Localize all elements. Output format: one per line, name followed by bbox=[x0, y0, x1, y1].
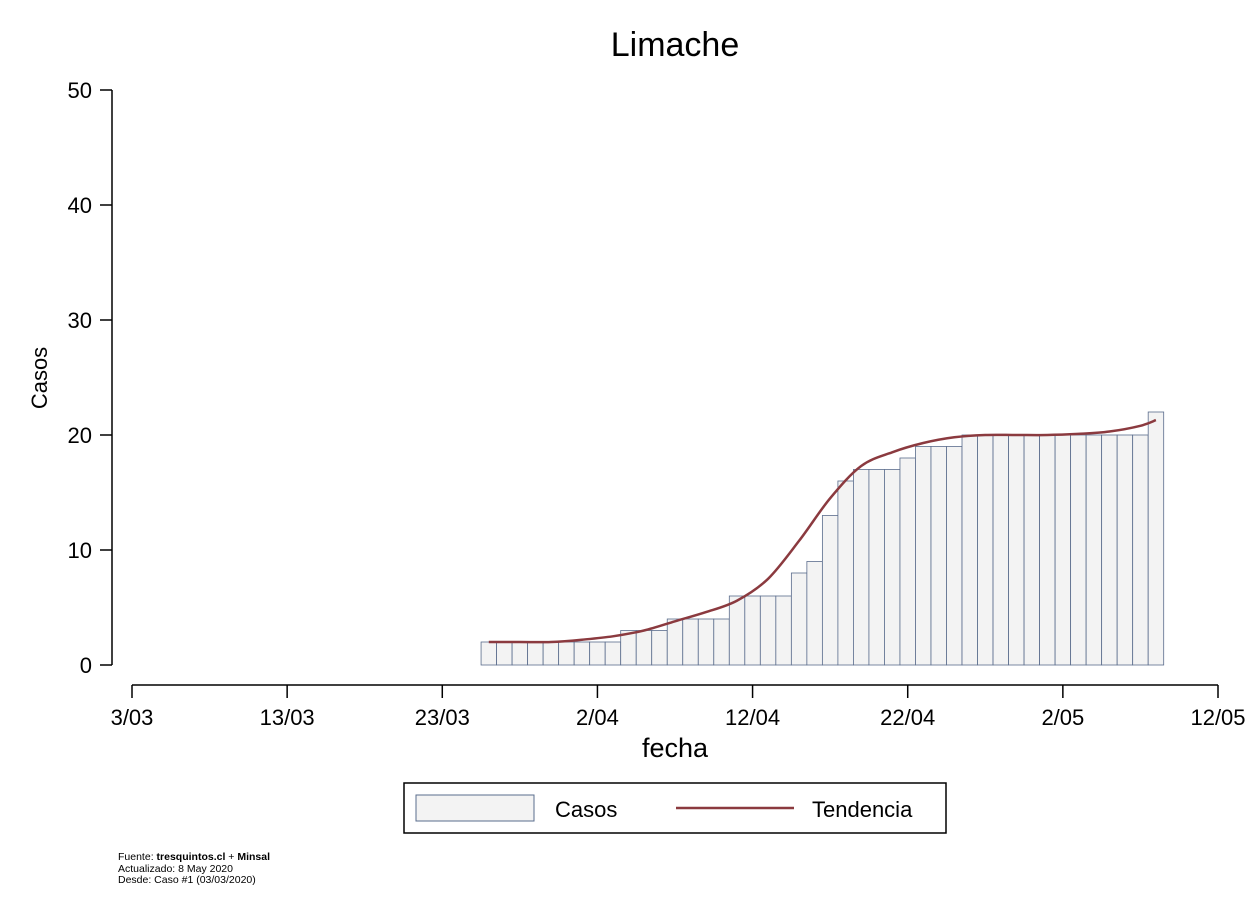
bar bbox=[884, 469, 901, 666]
legend-swatch-casos bbox=[415, 794, 535, 822]
bar bbox=[759, 595, 777, 666]
bar bbox=[821, 515, 839, 666]
bar bbox=[651, 630, 668, 666]
bar bbox=[496, 641, 513, 666]
bar bbox=[573, 641, 591, 666]
bar bbox=[1039, 434, 1056, 666]
bar bbox=[790, 572, 808, 666]
bar bbox=[682, 618, 699, 666]
chart-title: Limache bbox=[611, 26, 740, 64]
legend-label-tendencia: Tendencia bbox=[812, 797, 913, 822]
x-tick-label: 12/05 bbox=[1190, 705, 1245, 730]
footer-since: Desde: Caso #1 (03/03/2020) bbox=[118, 874, 256, 886]
bar bbox=[775, 595, 792, 666]
y-tick-label: 20 bbox=[68, 423, 92, 448]
bar bbox=[1070, 434, 1087, 666]
x-tick-label: 3/03 bbox=[111, 705, 154, 730]
bar bbox=[558, 641, 575, 666]
bar bbox=[930, 446, 947, 666]
bar bbox=[1023, 434, 1040, 666]
legend-label-casos: Casos bbox=[555, 797, 617, 822]
bar bbox=[1054, 434, 1072, 666]
bar bbox=[1085, 434, 1103, 666]
bar bbox=[853, 469, 870, 666]
footer-notes: Fuente: tresquintos.cl + Minsal Actualiz… bbox=[118, 851, 271, 887]
legend: Casos Tendencia bbox=[403, 782, 947, 834]
bar bbox=[542, 641, 560, 666]
bar bbox=[697, 618, 715, 666]
y-tick-label: 30 bbox=[68, 308, 92, 333]
bar bbox=[837, 480, 854, 666]
bar bbox=[1008, 434, 1025, 666]
y-tick-label: 10 bbox=[68, 538, 92, 563]
y-ticks: 0 10 20 30 40 50 bbox=[68, 78, 112, 678]
bars bbox=[480, 411, 1165, 666]
footer-updated: Actualizado: 8 May 2020 bbox=[118, 862, 233, 875]
bar bbox=[744, 595, 761, 666]
bar bbox=[635, 630, 653, 666]
y-axis-label: Casos bbox=[27, 347, 52, 409]
x-tick-label: 13/03 bbox=[260, 705, 315, 730]
bar bbox=[868, 469, 885, 666]
x-tick-label: 2/04 bbox=[576, 705, 619, 730]
bar bbox=[589, 641, 606, 666]
bar bbox=[480, 641, 497, 666]
trend-line bbox=[488, 418, 1157, 644]
bar bbox=[604, 641, 622, 666]
x-tick-label: 23/03 bbox=[415, 705, 470, 730]
bar bbox=[915, 446, 932, 666]
y-tick-label: 40 bbox=[68, 193, 92, 218]
x-axis-label: fecha bbox=[642, 733, 709, 763]
x-tick-label: 12/04 bbox=[725, 705, 780, 730]
bar bbox=[666, 618, 684, 666]
bar bbox=[992, 434, 1009, 666]
bar bbox=[713, 618, 730, 666]
x-ticks: 3/03 13/03 23/03 2/04 12/04 22/04 2/05 12/05 bbox=[111, 685, 1246, 730]
bar bbox=[806, 561, 823, 666]
bar bbox=[977, 434, 994, 666]
y-tick-label: 0 bbox=[80, 653, 92, 678]
bar bbox=[1147, 411, 1165, 666]
bar bbox=[728, 595, 746, 666]
bar bbox=[961, 434, 978, 666]
x-tick-label: 2/05 bbox=[1041, 705, 1084, 730]
x-tick-label: 22/04 bbox=[880, 705, 935, 730]
bar bbox=[1101, 434, 1118, 666]
bar bbox=[899, 457, 916, 666]
bar bbox=[527, 641, 544, 666]
bar bbox=[946, 446, 963, 666]
bar bbox=[1116, 434, 1134, 666]
y-tick-label: 50 bbox=[68, 78, 92, 103]
bar bbox=[511, 641, 529, 666]
bar bbox=[1132, 434, 1149, 666]
footer-source: Fuente: tresquintos.cl + Minsal bbox=[118, 851, 271, 863]
